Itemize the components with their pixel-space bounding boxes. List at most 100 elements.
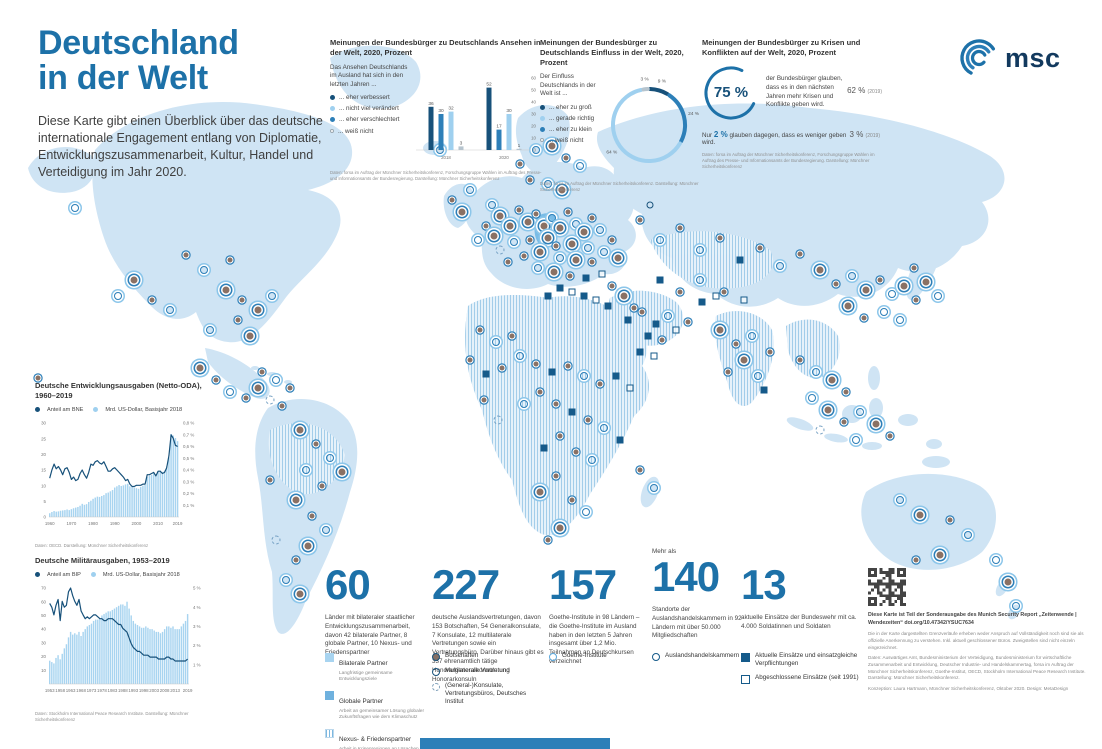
land-alaska: [28, 146, 96, 193]
credits-block: Diese Karte ist Teil der Sonderausgabe d…: [868, 568, 1086, 697]
globale-partner-icon: [325, 690, 334, 700]
svg-text:40: 40: [41, 626, 46, 631]
page-description: Diese Karte gibt einen Überblick über da…: [38, 113, 323, 180]
krisen-big-prev: 62 % (2019): [847, 85, 882, 95]
chart-military: Deutsche Militärausgaben, 1953–2019 Ante…: [35, 556, 217, 723]
svg-text:52: 52: [486, 81, 492, 87]
stat-desc: aktuelle Einsätze der Bundeswehr mit ca.…: [741, 614, 857, 630]
stat-prefix: Mehr als: [652, 548, 677, 555]
svg-text:64 %: 64 %: [606, 150, 618, 156]
land-nz-south: [1008, 604, 1020, 620]
svg-text:17: 17: [496, 123, 502, 129]
svg-text:1953: 1953: [45, 688, 55, 693]
svg-text:1990: 1990: [110, 521, 120, 526]
svg-text:2019: 2019: [173, 521, 183, 526]
svg-text:15: 15: [41, 467, 46, 472]
abgeschlossene-einsaetze-icon: [741, 675, 750, 685]
legend-item: ... nicht viel verändert: [330, 105, 412, 113]
svg-text:2000: 2000: [132, 521, 142, 526]
svg-text:0,7 %: 0,7 %: [183, 432, 194, 437]
svg-text:60: 60: [531, 75, 536, 80]
svg-text:2010: 2010: [153, 521, 163, 526]
stat-desc: deutsche Auslandsvertretungen, davon 153…: [432, 614, 544, 683]
svg-text:3 %: 3 %: [641, 77, 650, 83]
ansehen-bar-chart: 0 10 20 30 40 50 60 36 30 32 3 2018 52 17 30 1 2020: [416, 75, 537, 160]
svg-text:1983: 1983: [108, 688, 118, 693]
svg-text:60: 60: [41, 599, 46, 604]
legend-dot-medium: [540, 127, 545, 133]
svg-text:2020: 2020: [499, 155, 509, 160]
stat-13: 13 aktuelle Einsätze der Bundeswehr mit …: [741, 556, 859, 632]
legend-dot-light: [330, 106, 335, 112]
svg-text:1958: 1958: [55, 688, 65, 693]
einfluss-title: Meinungen der Bundesbürger zu Deutschlan…: [540, 38, 684, 67]
krisen-small-prev: 3 % (2019): [849, 129, 880, 139]
panel-einfluss: Meinungen der Bundesbürger zu Deutschlan…: [540, 38, 700, 194]
svg-text:3 %: 3 %: [193, 624, 201, 629]
credits-borders-note: Die in der Karte dargestellten Grenzverl…: [868, 631, 1084, 650]
svg-text:20: 20: [41, 451, 46, 456]
krisen-title: Meinungen der Bundesbürger zu Krisen und…: [702, 38, 861, 57]
land-philippines: [868, 366, 880, 390]
bilaterale-partner-icon: [325, 653, 334, 662]
svg-text:0,3 %: 0,3 %: [183, 479, 194, 484]
svg-text:36: 36: [428, 100, 434, 106]
legend-item: Bilaterale Partner Langfristige gemeinsam…: [325, 652, 425, 684]
svg-text:0,8 %: 0,8 %: [183, 420, 194, 425]
stat-60: 60 Länder mit bilateraler staatlicher En…: [325, 556, 425, 658]
svg-text:2008: 2008: [160, 688, 170, 693]
svg-text:30: 30: [531, 111, 536, 116]
military-footnote: Daten: Stockholm International Peace Res…: [35, 710, 189, 722]
legend-item: ... weiß nicht: [330, 128, 412, 136]
legend-vertretungen: Botschaften Multilaterale Vertretung (Ge…: [432, 652, 544, 713]
land-japan: [906, 248, 939, 301]
msc-arcs-icon: [960, 39, 998, 77]
stat-157: 157 Goethe-Institute in 98 Ländern – die…: [549, 556, 645, 667]
legend-dot-light: [540, 115, 545, 121]
legend-dot-dark: [540, 104, 545, 110]
svg-text:2018: 2018: [441, 155, 451, 160]
stat-227: 227 deutsche Auslandsvertretungen, davon…: [432, 556, 544, 685]
svg-text:1968: 1968: [76, 688, 86, 693]
konsulate-icon: [432, 683, 440, 691]
legend-item: ... eher verbessert: [330, 94, 412, 102]
svg-text:0,1 %: 0,1 %: [183, 502, 194, 507]
land-central-america: [205, 348, 270, 399]
legend-item: Auslandshandelskammern: [652, 652, 744, 661]
stat-value: 13: [741, 561, 787, 608]
svg-text:5: 5: [44, 498, 47, 503]
panel-krisen: Meinungen der Bundesbürger zu Krisen und…: [702, 38, 882, 170]
svg-text:32: 32: [448, 105, 454, 111]
land-australia: [861, 473, 996, 570]
legend-dot-dark: [35, 572, 40, 578]
svg-text:2 %: 2 %: [193, 643, 201, 648]
svg-text:10: 10: [41, 483, 46, 488]
credits-data-sources: Daten: Auswärtiges Amt, Bundesministeriu…: [868, 655, 1086, 681]
stat-value: 140: [652, 553, 720, 600]
krisen-big-value: 75 %: [713, 84, 749, 101]
svg-text:1963: 1963: [66, 688, 76, 693]
einfluss-donut-chart: 9 % 24 % 64 % 3 %: [606, 77, 700, 164]
svg-text:1980: 1980: [88, 521, 98, 526]
legend-item: Aktuelle Einsätze und einsatzgleiche Ver…: [741, 652, 861, 668]
legend-item: Multilaterale Vertretung: [432, 667, 544, 676]
legend-entwicklung: Bilaterale Partner Langfristige gemeinsam…: [325, 652, 425, 749]
legend-item: Abgeschlossene Einsätze (seit 1991): [741, 674, 861, 685]
bottom-strip: [420, 738, 610, 749]
legend-item: ... eher verschlechtert: [330, 116, 412, 124]
nexus-friedenspartner-icon: [325, 728, 334, 738]
military-legend: Anteil am BIP Mrd. US-Dollar, Basisjahr …: [35, 572, 217, 578]
credits-head: Diese Karte ist Teil der Sonderausgabe d…: [868, 612, 1077, 626]
aktuelle-einsaetze-icon: [741, 653, 750, 662]
einfluss-intro: Der Einfluss Deutschlands in der Welt is…: [540, 73, 596, 98]
svg-text:1993: 1993: [128, 688, 138, 693]
legend-item: Nexus- & FriedenspartnerArbeit in Krisen…: [325, 728, 425, 749]
svg-text:0: 0: [534, 147, 537, 152]
stat-140: Mehr als 140 Standorte der Auslandshande…: [652, 548, 744, 641]
svg-text:30: 30: [438, 108, 444, 114]
oda-chart: 0 5 10 15 20 25 30 0,1 % 0,2 % 0,3 % 0,4 % 0,5 % 0,6…: [41, 420, 194, 526]
svg-text:20: 20: [531, 123, 536, 128]
svg-text:1998: 1998: [139, 688, 149, 693]
stat-desc: Goethe-Institute in 98 Ländern – die Goe…: [549, 614, 640, 666]
